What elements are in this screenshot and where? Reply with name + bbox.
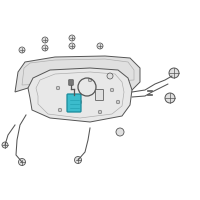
Circle shape xyxy=(165,93,175,103)
Circle shape xyxy=(110,88,114,92)
Circle shape xyxy=(58,108,62,112)
FancyBboxPatch shape xyxy=(69,80,73,85)
Polygon shape xyxy=(28,68,132,122)
Circle shape xyxy=(42,45,48,51)
Circle shape xyxy=(69,43,75,49)
Circle shape xyxy=(18,158,26,166)
Circle shape xyxy=(69,35,75,41)
Circle shape xyxy=(97,43,103,49)
Circle shape xyxy=(116,100,120,104)
FancyBboxPatch shape xyxy=(96,90,104,100)
Circle shape xyxy=(19,47,25,53)
Circle shape xyxy=(78,100,82,104)
Circle shape xyxy=(98,110,102,114)
Polygon shape xyxy=(15,56,140,92)
Circle shape xyxy=(42,37,48,43)
Circle shape xyxy=(56,86,60,90)
Circle shape xyxy=(169,68,179,78)
FancyBboxPatch shape xyxy=(67,94,81,112)
Circle shape xyxy=(2,142,8,148)
Circle shape xyxy=(74,156,82,164)
Circle shape xyxy=(116,128,124,136)
Circle shape xyxy=(88,78,92,82)
Circle shape xyxy=(107,73,113,79)
